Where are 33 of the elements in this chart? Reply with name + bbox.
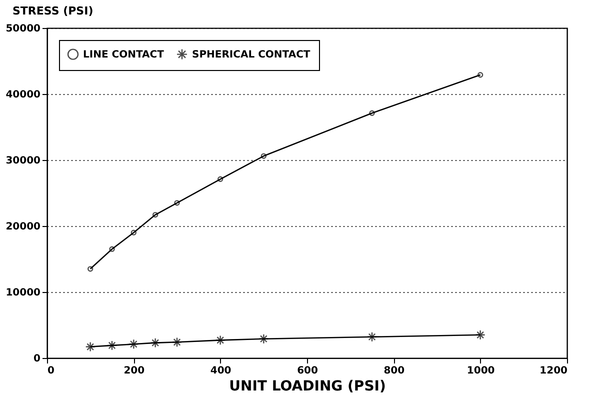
y-tick-label: 0 <box>34 354 41 364</box>
point <box>258 334 269 344</box>
y-tick-label: 50000 <box>6 24 41 34</box>
point <box>366 332 378 342</box>
point <box>152 212 158 218</box>
point <box>369 110 375 116</box>
point <box>130 230 137 236</box>
y-tick-label: 30000 <box>6 156 41 166</box>
point <box>217 176 224 182</box>
point <box>106 340 118 351</box>
x-tick-label: 800 <box>384 366 405 376</box>
point <box>85 342 96 352</box>
point <box>150 338 160 348</box>
point <box>128 339 139 350</box>
x-axis-title: UNIT LOADING (PSI) <box>229 378 386 394</box>
point <box>172 337 182 348</box>
point <box>260 153 267 159</box>
x-tick-label: 1200 <box>540 366 568 376</box>
y-tick-label: 10000 <box>6 288 41 298</box>
legend-label: SPHERICAL CONTACT <box>192 49 310 60</box>
point <box>475 330 486 340</box>
point <box>215 335 226 346</box>
legend-label: LINE CONTACT <box>83 49 164 60</box>
x-tick-label: 600 <box>297 366 318 376</box>
point <box>109 246 115 252</box>
point <box>174 200 180 206</box>
y-tick-label: 40000 <box>6 90 41 100</box>
y-tick-label: 20000 <box>6 222 41 232</box>
x-tick-label: 0 <box>48 366 54 376</box>
y-axis-title: STRESS (PSI) <box>12 4 94 18</box>
x-tick-label: 400 <box>210 366 232 376</box>
x-tick-label: 200 <box>124 366 145 376</box>
x-tick-label: 1000 <box>466 366 495 376</box>
